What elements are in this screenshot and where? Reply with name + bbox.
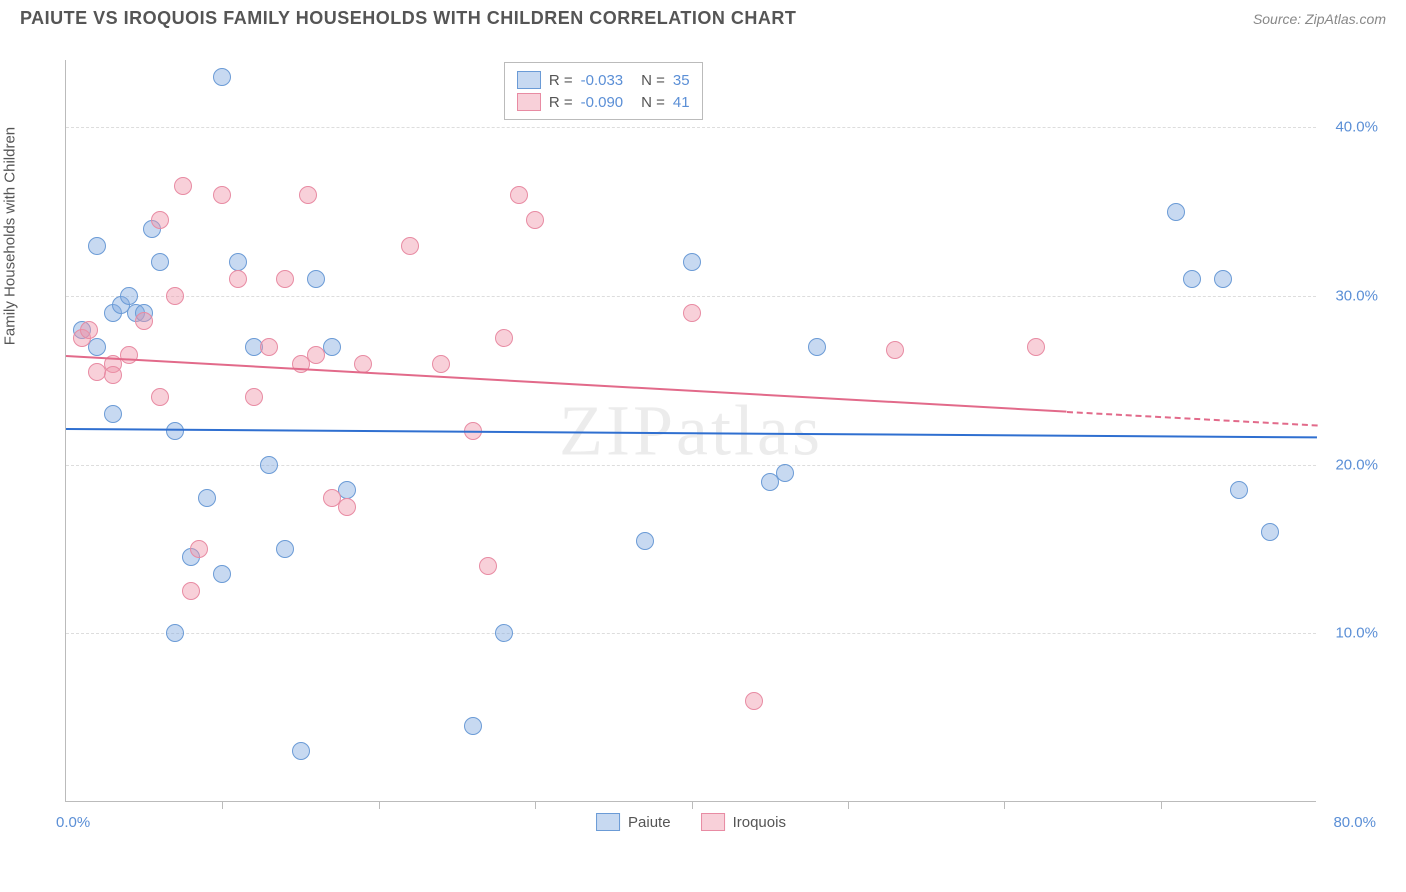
scatter-point (636, 532, 654, 550)
x-tick (379, 801, 380, 809)
scatter-point (464, 717, 482, 735)
scatter-point (338, 481, 356, 499)
series-legend: Paiute Iroquois (596, 813, 786, 831)
scatter-point (213, 565, 231, 583)
scatter-point (292, 742, 310, 760)
legend-row: R = -0.090N = 41 (517, 91, 690, 113)
scatter-point (307, 270, 325, 288)
trend-line (66, 428, 1317, 438)
chart-container: Family Households with Children ZIPatlas… (20, 40, 1386, 852)
x-min-label: 0.0% (56, 814, 90, 831)
scatter-point (104, 366, 122, 384)
x-tick (222, 801, 223, 809)
scatter-point (213, 68, 231, 86)
scatter-point (260, 456, 278, 474)
legend-row: R = -0.033N = 35 (517, 69, 690, 91)
scatter-point (151, 211, 169, 229)
legend-item: Paiute (596, 813, 671, 831)
scatter-point (174, 177, 192, 195)
y-tick-label: 40.0% (1335, 119, 1378, 136)
scatter-point (495, 329, 513, 347)
scatter-point (213, 186, 231, 204)
scatter-point (683, 304, 701, 322)
y-axis-label: Family Households with Children (2, 127, 19, 345)
scatter-point (166, 422, 184, 440)
watermark: ZIPatlas (559, 389, 823, 472)
scatter-point (276, 270, 294, 288)
scatter-point (745, 692, 763, 710)
scatter-point (1167, 203, 1185, 221)
gridline (66, 127, 1316, 128)
x-max-label: 80.0% (1333, 814, 1376, 831)
scatter-point (683, 253, 701, 271)
scatter-point (323, 338, 341, 356)
scatter-point (190, 540, 208, 558)
x-tick (1004, 801, 1005, 809)
scatter-point (1230, 481, 1248, 499)
scatter-point (166, 287, 184, 305)
scatter-point (135, 312, 153, 330)
scatter-point (432, 355, 450, 373)
scatter-point (1214, 270, 1232, 288)
scatter-point (886, 341, 904, 359)
scatter-point (120, 346, 138, 364)
scatter-point (307, 346, 325, 364)
trend-line (66, 355, 1067, 413)
scatter-point (229, 253, 247, 271)
scatter-point (354, 355, 372, 373)
scatter-point (166, 624, 184, 642)
scatter-point (198, 489, 216, 507)
scatter-point (401, 237, 419, 255)
scatter-point (1261, 523, 1279, 541)
gridline (66, 465, 1316, 466)
x-tick (848, 801, 849, 809)
scatter-point (479, 557, 497, 575)
scatter-point (260, 338, 278, 356)
trend-line (1067, 411, 1317, 426)
scatter-point (299, 186, 317, 204)
x-tick (1161, 801, 1162, 809)
scatter-point (88, 237, 106, 255)
scatter-point (526, 211, 544, 229)
scatter-point (245, 388, 263, 406)
scatter-point (338, 498, 356, 516)
scatter-point (151, 388, 169, 406)
chart-header: PAIUTE VS IROQUOIS FAMILY HOUSEHOLDS WIT… (0, 0, 1406, 33)
scatter-point (1027, 338, 1045, 356)
scatter-point (120, 287, 138, 305)
gridline (66, 633, 1316, 634)
scatter-point (495, 624, 513, 642)
scatter-point (776, 464, 794, 482)
scatter-point (808, 338, 826, 356)
scatter-point (510, 186, 528, 204)
plot-area: ZIPatlas 10.0%20.0%30.0%40.0%0.0%80.0%R … (65, 60, 1316, 802)
scatter-point (104, 405, 122, 423)
gridline (66, 296, 1316, 297)
scatter-point (182, 582, 200, 600)
scatter-point (1183, 270, 1201, 288)
x-tick (692, 801, 693, 809)
y-tick-label: 20.0% (1335, 456, 1378, 473)
scatter-point (88, 338, 106, 356)
correlation-legend: R = -0.033N = 35R = -0.090N = 41 (504, 62, 703, 120)
x-tick (535, 801, 536, 809)
scatter-point (276, 540, 294, 558)
y-tick-label: 30.0% (1335, 288, 1378, 305)
chart-title: PAIUTE VS IROQUOIS FAMILY HOUSEHOLDS WIT… (20, 8, 796, 29)
y-tick-label: 10.0% (1335, 625, 1378, 642)
chart-source: Source: ZipAtlas.com (1253, 11, 1386, 27)
scatter-point (229, 270, 247, 288)
scatter-point (80, 321, 98, 339)
legend-item: Iroquois (701, 813, 786, 831)
scatter-point (151, 253, 169, 271)
